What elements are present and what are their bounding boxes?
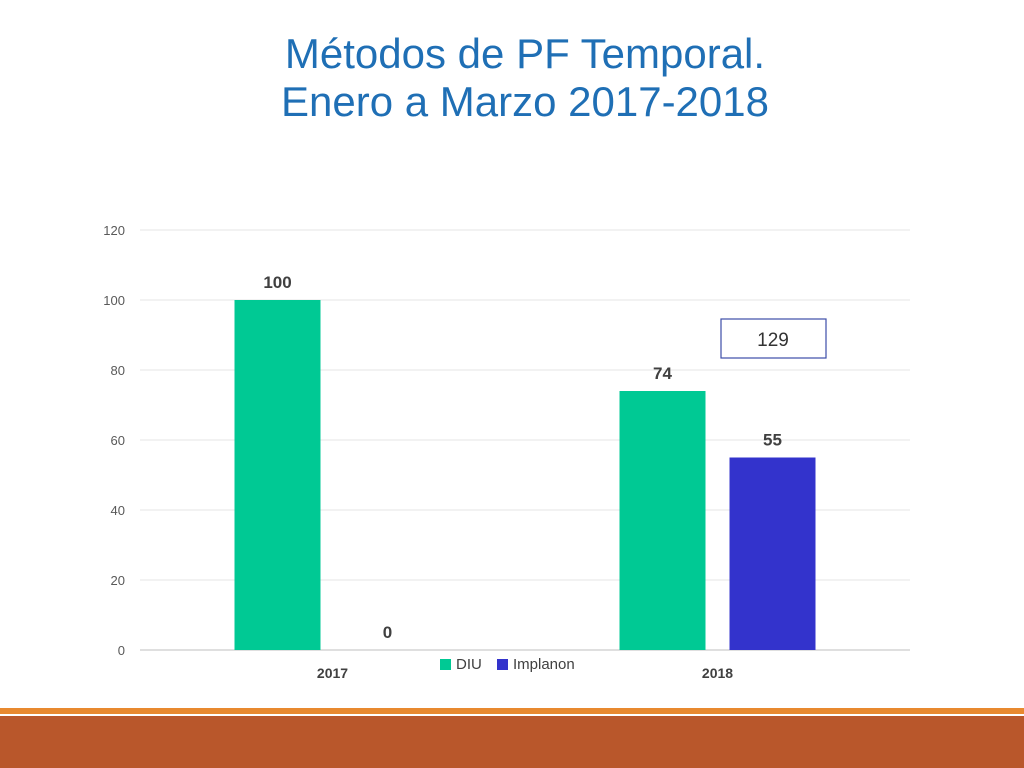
- data-label: 0: [383, 623, 392, 642]
- legend-swatch-implanon: [497, 659, 508, 670]
- y-tick-label: 120: [103, 223, 125, 238]
- bar-diu-2018: [619, 391, 706, 650]
- x-category-label: 2017: [317, 665, 348, 681]
- y-tick-label: 100: [103, 293, 125, 308]
- footer-band: [0, 716, 1024, 768]
- legend-swatch-diu: [440, 659, 451, 670]
- bar-diu-2017: [234, 300, 321, 650]
- data-label: 74: [653, 364, 672, 383]
- y-tick-label: 60: [111, 433, 125, 448]
- y-tick-label: 20: [111, 573, 125, 588]
- title-line-2: Enero a Marzo 2017-2018: [281, 78, 769, 125]
- x-category-label: 2018: [702, 665, 733, 681]
- y-tick-label: 40: [111, 503, 125, 518]
- legend-label: Implanon: [513, 656, 575, 673]
- slide-title: Métodos de PF Temporal. Enero a Marzo 20…: [0, 30, 1024, 126]
- footer-accent-line: [0, 708, 1024, 714]
- title-line-1: Métodos de PF Temporal.: [284, 30, 766, 77]
- y-tick-label: 0: [118, 643, 125, 658]
- bar-implanon-2018: [729, 457, 816, 650]
- y-tick-label: 80: [111, 363, 125, 378]
- data-label: 55: [763, 431, 782, 450]
- data-label: 100: [263, 273, 291, 292]
- annotation-box: [720, 318, 827, 359]
- legend-label: DIU: [456, 656, 482, 673]
- annotation-text: 129: [757, 330, 789, 351]
